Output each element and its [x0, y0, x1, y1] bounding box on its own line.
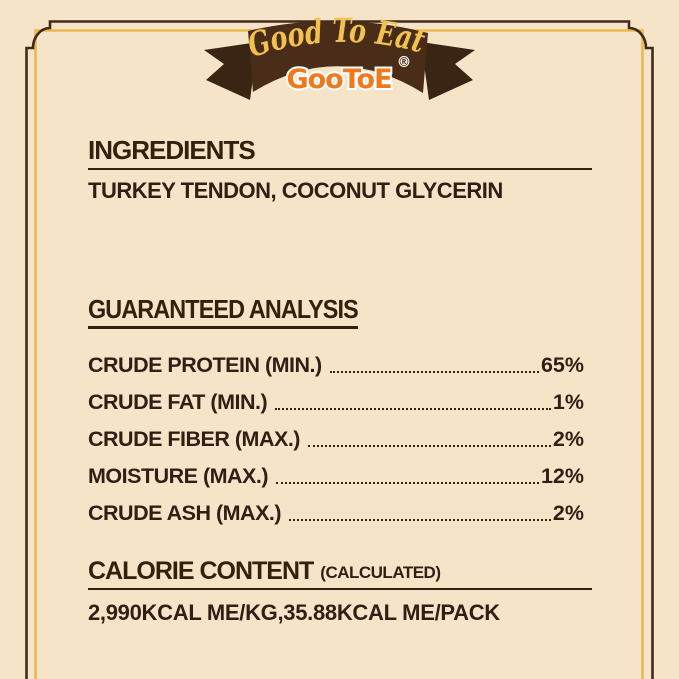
guaranteed-analysis-section: GUARANTEED ANALYSIS CRUDE PROTEIN (MIN.)… [88, 295, 592, 524]
analysis-value: 65% [540, 352, 584, 377]
analysis-row-moisture: MOISTURE (MAX.) 12% [88, 450, 584, 487]
analysis-label: CRUDE FIBER (MAX.) [88, 426, 300, 451]
calorie-title-line: CALORIE CONTENT (CALCULATED) [88, 557, 592, 585]
analysis-label: CRUDE ASH (MAX.) [88, 500, 282, 525]
analysis-table: CRUDE PROTEIN (MIN.) 65% CRUDE FAT (MIN.… [88, 339, 592, 524]
registered-trademark: ® [398, 55, 410, 69]
ingredients-section: INGREDIENTS TURKEY TENDON, COCONUT GLYCE… [88, 136, 592, 204]
ribbon-panel [248, 20, 428, 93]
analysis-value: 2% [552, 426, 584, 451]
analysis-value: 1% [552, 389, 584, 414]
analysis-value: 2% [552, 500, 584, 525]
analysis-row-crude-protein: CRUDE PROTEIN (MIN.) 65% [88, 339, 584, 376]
dotted-leader [289, 519, 551, 522]
guaranteed-analysis-title: GUARANTEED ANALYSIS [88, 295, 359, 330]
dotted-leader [276, 482, 539, 485]
ribbon-tail-left [204, 42, 258, 100]
ribbon-text: Good To Eat [243, 11, 429, 65]
ribbon-tail-right [421, 42, 475, 100]
analysis-label: CRUDE FAT (MIN.) [88, 389, 268, 414]
calorie-underline [88, 588, 592, 591]
analysis-label: CRUDE PROTEIN (MIN.) [88, 352, 322, 377]
calorie-content-text: 2,990KCAL ME/KG,35.88KCAL ME/PACK [88, 600, 500, 626]
ingredients-title: INGREDIENTS [88, 136, 592, 171]
analysis-value: 12% [540, 463, 584, 488]
dotted-leader [329, 371, 539, 374]
analysis-label: MOISTURE (MAX.) [88, 463, 269, 488]
calorie-content-section: CALORIE CONTENT (CALCULATED) 2,990KCAL M… [88, 558, 592, 626]
calorie-content-title: CALORIE CONTENT [88, 557, 314, 585]
analysis-row-crude-ash: CRUDE ASH (MAX.) 2% [88, 487, 584, 524]
dotted-leader [275, 408, 551, 411]
analysis-row-crude-fat: CRUDE FAT (MIN.) 1% [88, 376, 584, 413]
dotted-leader [307, 445, 551, 448]
ingredients-text: TURKEY TENDON, COCONUT GLYCERIN [88, 178, 503, 204]
analysis-row-crude-fiber: CRUDE FIBER (MAX.) 2% [88, 413, 584, 450]
calorie-content-subtitle: (CALCULATED) [320, 563, 441, 583]
brand-logo: GooToE [286, 64, 391, 95]
ribbon-banner-icon: Good To Eat GooToE ® [204, 11, 475, 100]
